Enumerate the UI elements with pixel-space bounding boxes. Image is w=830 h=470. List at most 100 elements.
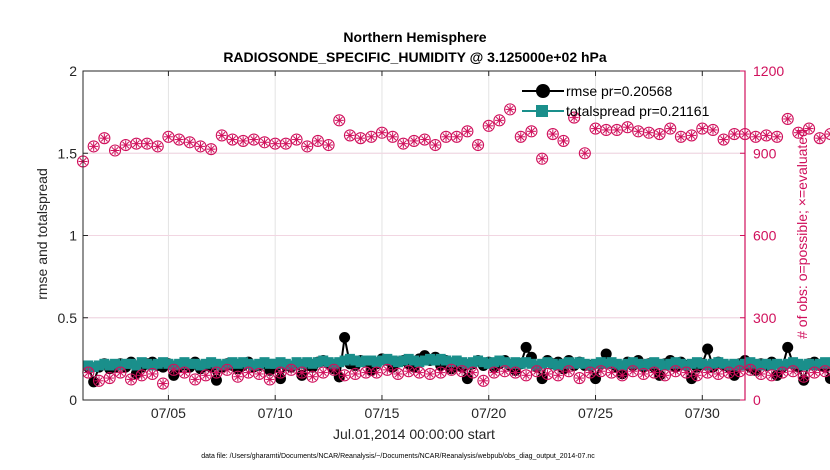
obs-possible-circle (365, 130, 378, 143)
obs-possible-circle (525, 125, 538, 138)
totalspread-point (376, 355, 387, 366)
legend-entry: rmse pr=0.20568 (522, 83, 672, 99)
obs-point (242, 366, 255, 379)
obs-evaluated-mark (373, 369, 381, 377)
totalspread-point (344, 353, 355, 364)
totalspread-point (510, 357, 521, 368)
totalspread-point (606, 357, 617, 368)
totalspread-point (163, 358, 174, 369)
totalspread-point (590, 358, 601, 369)
obs-point (306, 370, 319, 383)
obs-point (717, 133, 730, 146)
obs-evaluated-mark (693, 371, 701, 379)
totalspread-point (553, 360, 564, 371)
y-left-tick-label: 0 (69, 392, 77, 408)
obs-evaluated-mark (196, 142, 205, 150)
obs-point (108, 144, 122, 157)
obs-evaluated-mark (271, 140, 279, 148)
totalspread-point (478, 357, 489, 368)
obs-point (637, 367, 650, 381)
totalspread-point (804, 358, 815, 369)
totalspread-point (403, 353, 414, 364)
totalspread-point (825, 358, 830, 369)
totalspread-point (339, 355, 350, 366)
totalspread-point (547, 358, 558, 369)
obs-point (429, 138, 442, 152)
obs-point (770, 130, 784, 143)
obs-evaluated-mark (522, 371, 530, 379)
obs-evaluated-mark (762, 131, 770, 139)
obs-point (269, 137, 282, 150)
totalspread-point (280, 358, 291, 369)
totalspread-point (756, 360, 767, 371)
obs-possible-circle (520, 369, 533, 382)
obs-possible-circle (717, 133, 730, 146)
obs-point (413, 366, 426, 379)
obs-point (333, 114, 346, 127)
obs-point (327, 363, 340, 376)
totalspread-point (264, 358, 275, 369)
obs-point (808, 366, 821, 379)
obs-point (402, 365, 415, 378)
obs-evaluated-mark (244, 369, 253, 377)
y-axis-label-right: # of obs: o=possible; ×=evaluated (794, 129, 810, 339)
obs-point (381, 363, 394, 376)
totalspread-point (104, 360, 115, 371)
totalspread-point (521, 357, 532, 368)
totalspread-point (649, 357, 660, 368)
obs-point (407, 134, 421, 147)
obs-point (114, 366, 127, 379)
obs-point (135, 369, 148, 382)
obs-point (466, 366, 479, 379)
totalspread-point (489, 357, 500, 368)
obs-evaluated-mark (469, 369, 477, 377)
obs-point (365, 130, 378, 143)
obs-point (760, 129, 773, 142)
totalspread-point (99, 358, 110, 369)
obs-evaluated-mark (746, 366, 754, 374)
obs-evaluated-mark (410, 137, 418, 145)
obs-evaluated-mark (378, 129, 386, 137)
obs-possible-circle (253, 367, 266, 381)
totalspread-point (627, 357, 638, 368)
obs-possible-circle (103, 372, 116, 385)
y-right-tick-label: 600 (753, 228, 777, 244)
totalspread-point (563, 357, 574, 368)
totalspread-point (665, 358, 676, 369)
totalspread-point (542, 357, 553, 368)
obs-evaluated-mark (810, 369, 818, 377)
totalspread-point (398, 355, 409, 366)
obs-evaluated-mark (623, 123, 632, 131)
totalspread-point (713, 357, 724, 368)
totalspread-point (184, 358, 195, 369)
obs-point (632, 125, 645, 138)
totalspread-point (772, 358, 783, 369)
obs-point (803, 122, 816, 135)
obs-evaluated-mark (319, 369, 327, 377)
x-tick-label: 07/05 (151, 405, 186, 421)
obs-evaluated-mark (511, 369, 519, 377)
obs-evaluated-mark (180, 369, 188, 377)
x-axis-label: Jul.01,2014 00:00:00 start (333, 426, 495, 442)
totalspread-point (574, 357, 585, 368)
obs-evaluated-mark (100, 134, 108, 142)
totalspread-point (425, 353, 436, 364)
totalspread-point (494, 355, 505, 366)
obs-evaluated-mark (720, 135, 728, 144)
obs-point (776, 366, 789, 379)
obs-point (680, 366, 693, 379)
obs-point (183, 136, 196, 149)
obs-evaluated-mark (549, 130, 557, 138)
obs-point (509, 366, 522, 379)
obs-point (295, 366, 308, 379)
totalspread-point (115, 360, 126, 371)
x-tick-label: 07/25 (578, 405, 613, 421)
obs-evaluated-mark (234, 373, 242, 381)
obs-evaluated-mark (298, 369, 306, 377)
totalspread-point (238, 357, 249, 368)
obs-point (664, 122, 677, 135)
obs-possible-circle (333, 114, 346, 127)
obs-evaluated-mark (111, 146, 119, 155)
obs-evaluated-mark (501, 367, 509, 375)
obs-evaluated-mark (463, 127, 471, 135)
